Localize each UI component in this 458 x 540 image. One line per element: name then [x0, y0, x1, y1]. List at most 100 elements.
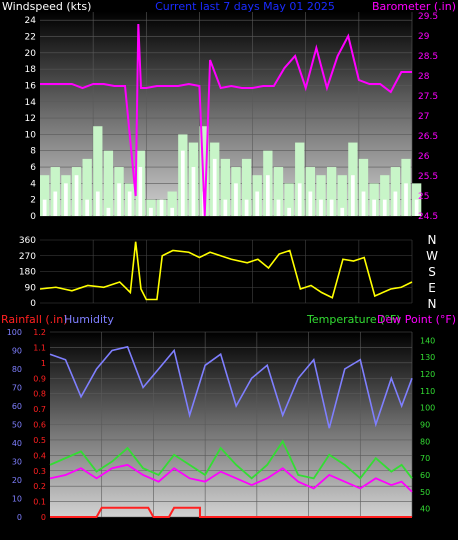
- dewpoint-axis-label: Dew Point (°F): [377, 313, 456, 326]
- barometer-tick-label: 25.5: [418, 172, 438, 182]
- direction-tick-label: 180: [19, 268, 36, 278]
- gust-bar: [380, 175, 390, 216]
- gust-bar: [82, 158, 92, 216]
- windspeed-bar: [180, 150, 185, 216]
- humidity-line: [49, 345, 413, 429]
- windspeed-bar: [191, 167, 196, 216]
- windspeed-bar: [212, 158, 217, 216]
- gust-bar: [241, 158, 252, 216]
- windspeed-bar: [138, 167, 143, 216]
- temperature-tick-label: 130: [420, 353, 435, 362]
- barometer-line: [40, 23, 412, 217]
- gust-bar: [103, 150, 114, 216]
- humidity-tick-label: 80: [12, 365, 22, 374]
- windspeed-bar: [159, 199, 164, 216]
- gust-bar: [93, 126, 103, 216]
- x-tick-label: Day 26: [84, 523, 119, 533]
- gust-bar: [40, 175, 50, 216]
- gust-bar: [50, 167, 60, 216]
- wind-tick-label: 4: [30, 179, 36, 189]
- wind-tick-label: 18: [25, 65, 37, 75]
- windspeed-bar: [319, 199, 323, 216]
- humidity-tick-label: 50: [12, 421, 22, 430]
- windspeed-bar: [170, 207, 175, 216]
- barometer-tick-label: 26.5: [418, 132, 438, 142]
- temperature-tick-label: 120: [420, 370, 435, 379]
- rainfall-tick-label: 0.8: [33, 390, 46, 399]
- windspeed-bar: [393, 191, 398, 216]
- temperature-tick-label: 70: [420, 454, 430, 463]
- temperature-tick-label: 80: [420, 437, 430, 446]
- windspeed-bar: [95, 191, 100, 216]
- humidity-tick-label: 30: [12, 458, 22, 467]
- x-tick-label: Day 2: [398, 523, 427, 533]
- humidity-tick-label: 0: [17, 513, 22, 522]
- x-tick-label: Day 30: [291, 523, 326, 533]
- wind-tick-label: 0: [30, 212, 36, 222]
- dewpoint-line: [49, 463, 413, 493]
- x-tick-label: Day 27: [136, 523, 171, 533]
- windspeed-bar: [340, 207, 345, 216]
- temperature-tick-label: 140: [420, 336, 435, 345]
- temperature-tick-label: 100: [420, 404, 435, 413]
- gust-bar: [284, 183, 294, 216]
- direction-tick-label: 360: [19, 236, 36, 246]
- direction-tick-label: 0: [30, 299, 36, 309]
- wind-tick-label: 2: [30, 196, 36, 206]
- wind-tick-label: 6: [30, 163, 36, 173]
- gust-bar: [326, 167, 337, 216]
- rainfall-tick-label: 0.7: [33, 405, 46, 414]
- windspeed-bar: [149, 207, 153, 216]
- barometer-tick-label: 28: [418, 72, 430, 82]
- x-tick-label: Day 28: [182, 222, 217, 232]
- x-tick-label: Day 28: [188, 523, 223, 533]
- gust-bar: [199, 126, 209, 216]
- windspeed-bar: [265, 175, 270, 216]
- humidity-tick-label: 100: [7, 328, 22, 337]
- barometer-tick-label: 26: [418, 152, 430, 162]
- windspeed-bar: [64, 183, 68, 216]
- windspeed-bar: [42, 199, 47, 216]
- rainfall-line: [50, 506, 412, 518]
- rainfall-tick-label: 0.6: [33, 421, 46, 430]
- windspeed-bar: [414, 199, 419, 216]
- windspeed-bar: [53, 191, 58, 216]
- humidity-tick-label: 40: [12, 439, 22, 448]
- windspeed-bar: [372, 199, 376, 216]
- gust-bar: [295, 142, 305, 216]
- barometer-tick-label: 29: [418, 32, 430, 42]
- barometer-axis-label: Barometer (.in): [372, 0, 456, 13]
- compass-label: E: [428, 281, 436, 295]
- compass-label: N: [428, 233, 437, 247]
- gust-bar: [273, 167, 284, 216]
- windspeed-bar: [255, 191, 260, 216]
- wind-tick-label: 10: [25, 130, 37, 140]
- rainfall-tick-label: 1.1: [33, 343, 46, 352]
- x-tick-label: Day 1: [346, 523, 375, 533]
- windspeed-bar: [308, 191, 313, 216]
- barometer-tick-label: 27.5: [418, 92, 438, 102]
- rainfall-tick-label: 0.5: [33, 436, 46, 445]
- humidity-tick-label: 90: [12, 347, 22, 356]
- x-tick-label: Day 29: [235, 222, 270, 232]
- humidity-axis-label: Humidity: [64, 313, 114, 326]
- rainfall-tick-label: 1.2: [33, 328, 46, 337]
- windspeed-bar: [329, 199, 334, 216]
- gust-bar: [316, 175, 326, 216]
- barometer-tick-label: 27: [418, 112, 429, 122]
- windspeed-bar: [351, 175, 355, 216]
- windspeed-bar: [382, 199, 387, 216]
- windspeed-bar: [85, 199, 90, 216]
- rainfall-tick-label: 0.9: [33, 374, 46, 383]
- wind-tick-label: 24: [25, 16, 37, 26]
- windspeed-bar: [117, 183, 121, 216]
- temperature-tick-label: 90: [420, 421, 430, 430]
- windspeed-bar: [244, 199, 249, 216]
- gust-bar: [220, 158, 230, 216]
- direction-tick-label: 90: [25, 283, 37, 293]
- windspeed-bar: [297, 183, 302, 216]
- barometer-tick-label: 28.5: [418, 52, 438, 62]
- x-tick-label: Day 29: [239, 523, 274, 533]
